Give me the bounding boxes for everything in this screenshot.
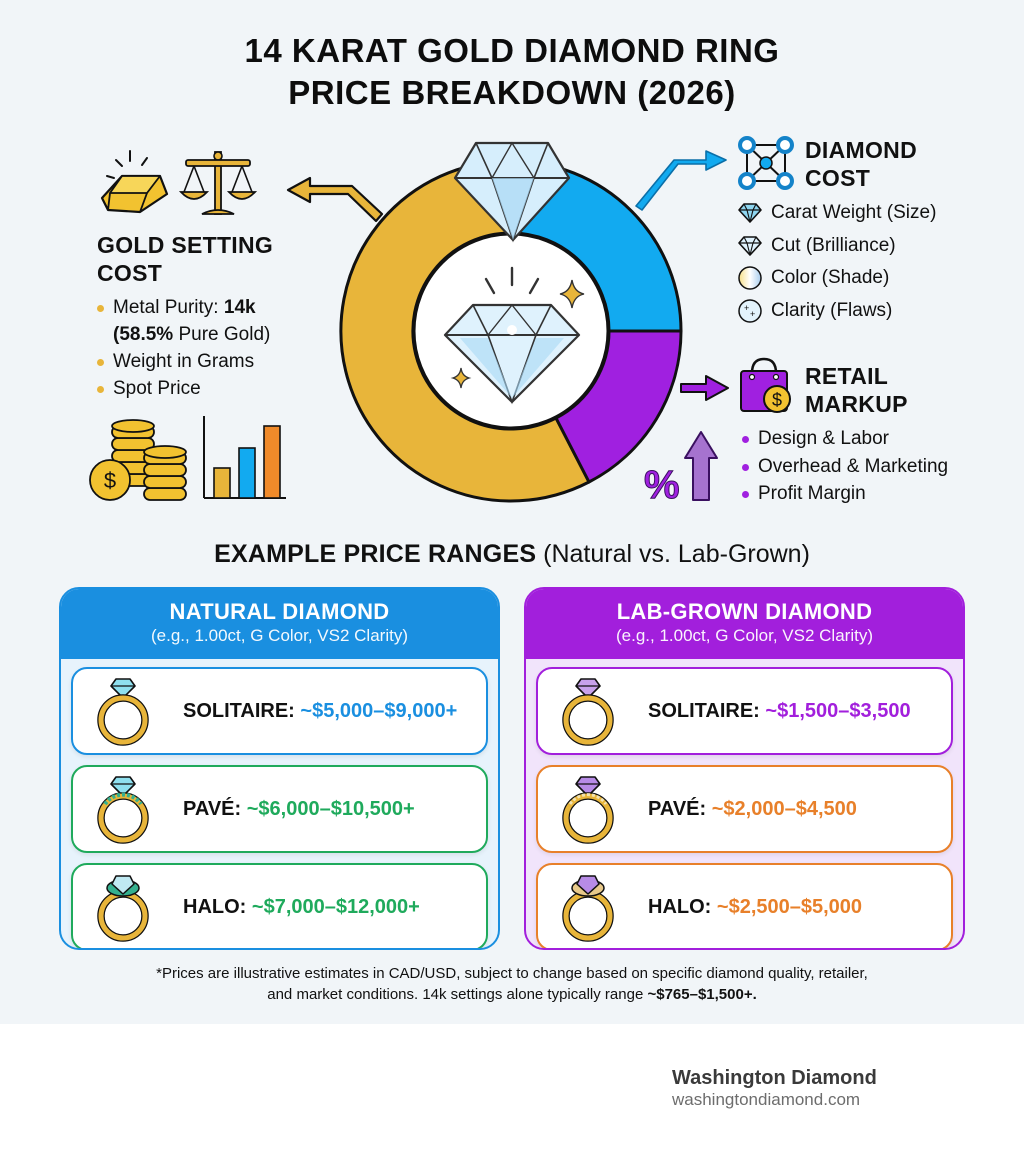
halo-ring-icon — [97, 875, 149, 942]
natural-panel-subtitle: (e.g., 1.00ct, G Color, VS2 Clarity) — [151, 626, 408, 645]
center-diamond-icon — [443, 266, 581, 405]
svg-text:+: + — [744, 303, 749, 313]
gold-bullet-item: Weight in Grams — [95, 348, 270, 375]
footnote-line-2: and market conditions. 14k settings alon… — [267, 986, 757, 1003]
sparkle-icon — [559, 279, 585, 309]
gold-bullet-item-cont: (58.5% Pure Gold) — [113, 324, 271, 345]
blue-arrow-icon — [635, 150, 727, 211]
sparkle-icon — [450, 367, 472, 389]
page-title: 14 KARAT GOLD DIAMOND RING PRICE BREAKDO… — [0, 30, 1024, 114]
svg-text:%: % — [644, 463, 680, 504]
brand-name: Washington Diamond — [672, 1067, 877, 1089]
diamond-factor-list: Carat Weight (Size) Cut (Brilliance) Col… — [737, 197, 936, 327]
diamond-factor-item: + + Clarity (Flaws) — [737, 295, 936, 328]
retail-title-line-1: RETAIL — [805, 363, 889, 389]
halo-ring-icon — [562, 875, 614, 942]
retail-bullet-item: Overhead & Marketing — [740, 453, 948, 481]
natural-panel-header: NATURAL DIAMOND (e.g., 1.00ct, G Color, … — [61, 589, 498, 659]
lab-panel-subtitle: (e.g., 1.00ct, G Color, VS2 Clarity) — [616, 626, 873, 645]
diamond-title-line-1: DIAMOND — [805, 137, 917, 163]
retail-bullet-item: Design & Labor — [740, 425, 948, 453]
footnote-line-1: *Prices are illustrative estimates in CA… — [156, 965, 868, 982]
lab-panel-title: LAB-GROWN DIAMOND — [616, 599, 873, 624]
scales-icon — [178, 151, 258, 215]
gold-bottom-icons: $ — [89, 416, 286, 501]
solitaire-ring-icon — [562, 678, 614, 746]
lab-pave-price: PAVÉ: ~$2,000–$4,500 — [648, 797, 857, 820]
diamond-title-line-2: COST — [805, 165, 871, 191]
gold-section-title: GOLD SETTING COST — [97, 231, 273, 287]
brand-url[interactable]: washingtondiamond.com — [672, 1090, 861, 1109]
svg-text:$: $ — [772, 390, 782, 410]
gold-bullet-item: Metal Purity: 14k — [95, 294, 270, 321]
network-nodes-icon — [738, 136, 794, 190]
gold-bullet-item: Spot Price — [95, 375, 270, 402]
natural-diamond-panel: NATURAL DIAMOND (e.g., 1.00ct, G Color, … — [59, 587, 500, 950]
examples-title: EXAMPLE PRICE RANGES (Natural vs. Lab-Gr… — [214, 540, 810, 568]
color-circle-icon — [738, 266, 762, 290]
gold-arrow-icon — [286, 176, 384, 223]
diamond-icon — [738, 203, 762, 224]
lab-halo-price: HALO: ~$2,500–$5,000 — [648, 895, 863, 918]
natural-pave-card: PAVÉ: ~$6,000–$10,500+ — [71, 765, 488, 853]
lab-halo-card: HALO: ~$2,500–$5,000 — [536, 863, 953, 948]
markup-icons: % — [644, 431, 718, 505]
lab-grown-diamond-panel: LAB-GROWN DIAMOND (e.g., 1.00ct, G Color… — [524, 587, 965, 950]
natural-solitaire-card: SOLITAIRE: ~$5,000–$9,000+ — [71, 667, 488, 755]
lab-pave-card: PAVÉ: ~$2,000–$4,500 — [536, 765, 953, 853]
footnote: *Prices are illustrative estimates in CA… — [0, 963, 1024, 1005]
retail-bullet-item: Profit Margin — [740, 480, 948, 508]
lab-solitaire-price: SOLITAIRE: ~$1,500–$3,500 — [648, 699, 911, 722]
retail-title-line-2: MARKUP — [805, 391, 908, 417]
lab-panel-header: LAB-GROWN DIAMOND (e.g., 1.00ct, G Color… — [526, 589, 963, 659]
diamond-factor-item: Color (Shade) — [737, 262, 936, 295]
natural-pave-price: PAVÉ: ~$6,000–$10,500+ — [183, 797, 415, 820]
solitaire-ring-icon — [97, 678, 149, 746]
diamond-icon — [738, 235, 762, 256]
clarity-circle-icon: + + — [738, 299, 762, 323]
title-line-2: PRICE BREAKDOWN (2026) — [288, 74, 736, 111]
pave-ring-icon — [97, 776, 149, 844]
natural-halo-card: HALO: ~$7,000–$12,000+ — [71, 863, 488, 948]
natural-panel-title: NATURAL DIAMOND — [169, 599, 390, 624]
shopping-bag-dollar-icon: $ — [740, 357, 791, 413]
gold-title-line-1: GOLD SETTING — [97, 232, 274, 258]
percent-icon: % — [644, 463, 680, 505]
up-arrow-icon — [684, 431, 718, 501]
gold-title-line-2: COST — [97, 260, 163, 286]
cost-donut-chart — [286, 141, 729, 503]
retail-bullet-list: Design & Labor Overhead & Marketing Prof… — [740, 425, 948, 508]
lab-solitaire-card: SOLITAIRE: ~$1,500–$3,500 — [536, 667, 953, 755]
diamond-section-title: DIAMOND COST — [805, 136, 917, 192]
gold-bullet-list: Metal Purity: 14k (58.5% Pure Gold) Weig… — [95, 294, 270, 402]
gold-icons — [100, 150, 258, 215]
top-diamond-icon — [453, 141, 571, 243]
retail-section-title: RETAIL MARKUP — [805, 362, 908, 418]
svg-text:$: $ — [104, 468, 116, 493]
natural-solitaire-price: SOLITAIRE: ~$5,000–$9,000+ — [183, 699, 458, 722]
purple-arrow-icon — [680, 375, 729, 401]
pave-ring-icon — [562, 776, 614, 844]
gold-bar-icon — [100, 150, 169, 214]
brand-credit: Washington Diamond washingtondiamond.com — [672, 1066, 877, 1110]
svg-text:+: + — [750, 309, 755, 319]
bar-chart-icon — [203, 416, 286, 499]
diamond-factor-item: Cut (Brilliance) — [737, 230, 936, 263]
natural-halo-price: HALO: ~$7,000–$12,000+ — [183, 895, 420, 918]
diamond-factor-item: Carat Weight (Size) — [737, 197, 936, 230]
coin-stack-icon: $ — [89, 419, 187, 501]
title-line-1: 14 KARAT GOLD DIAMOND RING — [244, 32, 780, 69]
